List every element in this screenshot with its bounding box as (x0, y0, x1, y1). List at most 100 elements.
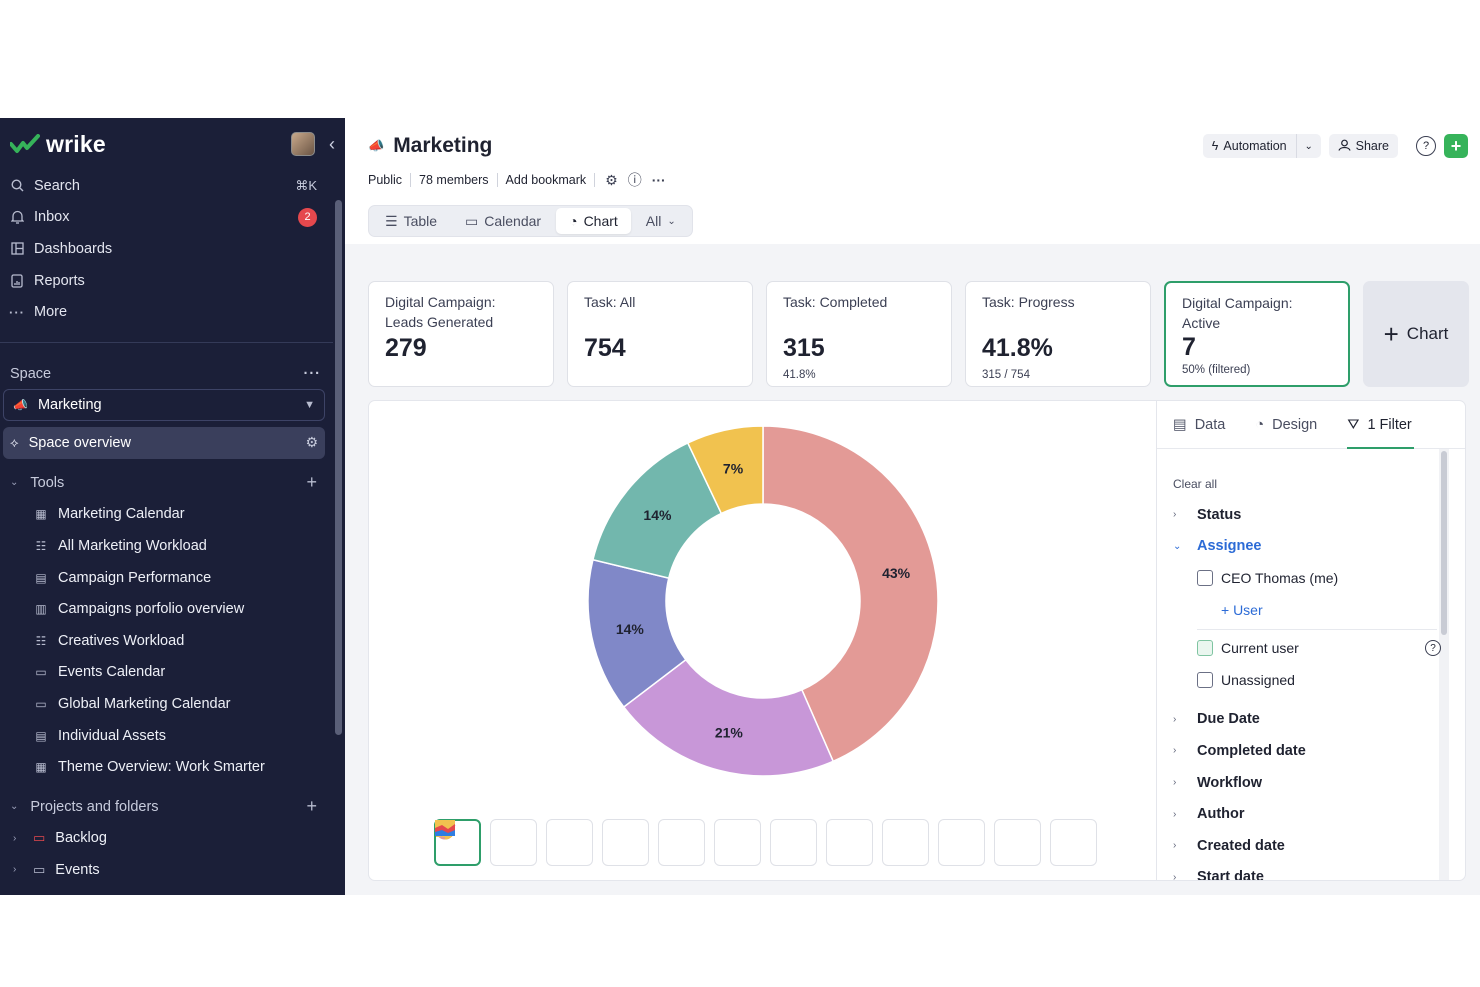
space-more-icon[interactable]: ··· (303, 365, 321, 382)
add-project-icon[interactable]: + (306, 796, 317, 817)
collapse-sidebar-icon[interactable]: ‹ (329, 133, 335, 154)
chevron-right-icon[interactable]: › (13, 832, 17, 844)
gear-icon[interactable]: ⚙ (305, 434, 318, 451)
sidebar-item-tool[interactable]: ▦ Theme Overview: Work Smarter (0, 751, 345, 783)
tab-all-dropdown[interactable]: All ⌄ (633, 208, 689, 234)
percent-stacked-column-icon[interactable] (436, 819, 929, 866)
add-tool-icon[interactable]: + (306, 472, 317, 493)
assignee-option-current-user[interactable]: Current user? (1173, 632, 1465, 664)
members-link[interactable]: 78 members (419, 173, 489, 187)
add-button[interactable]: + (1444, 134, 1468, 158)
area-chart-icon[interactable] (435, 819, 985, 866)
sidebar-item-search[interactable]: Search ⌘K (0, 170, 345, 202)
metric-card[interactable]: Digital Campaign: Leads Generated 279 (368, 281, 554, 387)
sidebar-item-tool[interactable]: ☷ All Marketing Workload (0, 530, 345, 562)
stacked-bar-chart-icon[interactable] (436, 819, 593, 866)
stacked-column-icon[interactable] (436, 819, 649, 866)
donut-slice[interactable] (686, 425, 764, 515)
donut-chart[interactable]: 43% 21% 14% 14% 7% (369, 401, 1157, 811)
visibility-label[interactable]: Public (368, 173, 403, 187)
filter-start-date[interactable]: › Start date (1173, 862, 1465, 880)
gear-icon[interactable]: ⚙ (605, 171, 618, 188)
sidebar-item-label: Creatives Workload (58, 632, 185, 649)
help-icon[interactable]: ? (1425, 640, 1441, 657)
projects-section-header[interactable]: ⌄ Projects and folders + (0, 791, 345, 823)
metric-card[interactable]: Task: Progress 41.8% 315 / 754 (965, 281, 1151, 387)
wrike-logo[interactable]: wrike (10, 131, 106, 158)
filter-assignee[interactable]: ⌄ Assignee (1173, 531, 1465, 563)
checkbox[interactable] (1197, 671, 1213, 688)
chevron-down-icon[interactable]: ⌄ (1304, 140, 1313, 152)
dashboard-icon: ▦ (35, 507, 47, 522)
sidebar-item-reports[interactable]: Reports (0, 265, 345, 297)
chevron-right-icon[interactable]: › (13, 864, 17, 876)
add-bookmark-link[interactable]: Add bookmark (505, 173, 587, 187)
sidebar-item-more[interactable]: ··· More (0, 296, 345, 328)
checkbox[interactable] (1197, 569, 1213, 586)
assignee-option-ceo[interactable]: CEO Thomas (me) (1173, 562, 1465, 594)
slice-label: 21% (715, 725, 744, 741)
more-icon[interactable]: ··· (651, 172, 666, 188)
clear-all-link[interactable]: Clear all (1173, 477, 1218, 491)
add-chart-button[interactable]: + Chart (1363, 281, 1469, 387)
sidebar-item-folder[interactable]: › ▭ Events (0, 854, 345, 886)
sidebar-item-tool[interactable]: ▥ Campaigns porfolio overview (0, 593, 345, 625)
metric-card-selected[interactable]: Digital Campaign: Active 7 50% (filtered… (1164, 281, 1350, 387)
line-chart-icon[interactable] (434, 819, 873, 866)
metric-card[interactable]: Task: Completed 315 41.8% (766, 281, 952, 387)
filter-workflow[interactable]: › Workflow (1173, 767, 1465, 799)
sidebar-item-inbox[interactable]: Inbox 2 (0, 202, 345, 234)
filter-icon: ⛛ (1347, 417, 1360, 433)
percent-area-icon[interactable] (435, 819, 1097, 866)
tab-table[interactable]: ☰ Table (372, 208, 450, 234)
sidebar-item-tool[interactable]: ▤ Campaign Performance (0, 562, 345, 594)
calendar-icon: ▭ (465, 212, 479, 229)
tab-chart[interactable]: ◔ Chart (556, 208, 631, 234)
bar-chart-icon[interactable] (436, 819, 537, 866)
assignee-option-unassigned[interactable]: Unassigned (1173, 664, 1465, 696)
horizontal-stacked-bar-icon[interactable] (436, 819, 817, 866)
help-icon[interactable]: ? (1416, 136, 1436, 156)
chart-panel: 43% 21% 14% 14% 7% (368, 400, 1466, 881)
metric-card[interactable]: Task: All 754 (567, 281, 753, 387)
donut-slice[interactable] (622, 658, 835, 777)
filter-created-date[interactable]: › Created date (1173, 830, 1465, 862)
tab-data[interactable]: ▤ Data (1173, 417, 1225, 449)
filter-list: Clear all › Status ⌄ Assignee CEO Thomas (… (1157, 449, 1465, 880)
metric-value: 7 (1182, 333, 1196, 361)
sidebar-item-tool[interactable]: ▭ Events Calendar (0, 657, 345, 689)
horizontal-bar-icon[interactable] (436, 819, 705, 866)
sidebar-scrollbar[interactable] (335, 200, 342, 735)
sidebar-item-tool[interactable]: ☷ Creatives Workload (0, 625, 345, 657)
filter-due-date[interactable]: › Due Date (1173, 704, 1465, 736)
sidebar-item-folder[interactable]: › ▭ Backlog (0, 823, 345, 855)
tab-design[interactable]: ◔ Design (1255, 417, 1317, 449)
tab-calendar[interactable]: ▭ Calendar (452, 208, 554, 234)
info-icon[interactable]: ⓘ (627, 172, 642, 188)
automation-button[interactable]: ϟ Automation ⌄ (1202, 134, 1321, 158)
chevron-right-icon: › (1173, 745, 1177, 757)
share-button[interactable]: Share (1328, 134, 1398, 158)
sidebar-divider (0, 341, 333, 343)
sidebar-item-space-overview[interactable]: ⟡ Space overview ⚙ (3, 426, 325, 459)
tab-filter[interactable]: ⛛ 1 Filter (1347, 417, 1414, 449)
sidebar-item-label: Individual Assets (58, 727, 167, 744)
filter-status[interactable]: › Status (1173, 499, 1465, 531)
tools-section-header[interactable]: ⌄ Tools + (0, 467, 345, 499)
filter-author[interactable]: › Author (1173, 798, 1465, 830)
add-user-link[interactable]: + User (1221, 601, 1263, 618)
space-selector[interactable]: 📣 Marketing ▼ (3, 388, 325, 421)
filter-completed-date[interactable]: › Completed date (1173, 735, 1465, 767)
sidebar-item-label: Theme Overview: Work Smarter (58, 759, 265, 776)
donut-slice[interactable] (762, 425, 939, 763)
sidebar-item-tool[interactable]: ▦ Marketing Calendar (0, 499, 345, 531)
metric-label: Digital Campaign: Leads Generated (385, 294, 496, 330)
avatar[interactable] (291, 132, 315, 156)
filter-scrollbar[interactable] (1441, 451, 1447, 635)
sidebar-item-dashboards[interactable]: Dashboards (0, 233, 345, 265)
horizontal-grouped-bar-icon[interactable] (436, 819, 761, 866)
sidebar-item-tool[interactable]: ▤ Individual Assets (0, 720, 345, 752)
sidebar-item-tool[interactable]: ▭ Global Marketing Calendar (0, 688, 345, 720)
checkbox[interactable] (1197, 640, 1213, 657)
stacked-area-icon[interactable] (435, 819, 1041, 866)
